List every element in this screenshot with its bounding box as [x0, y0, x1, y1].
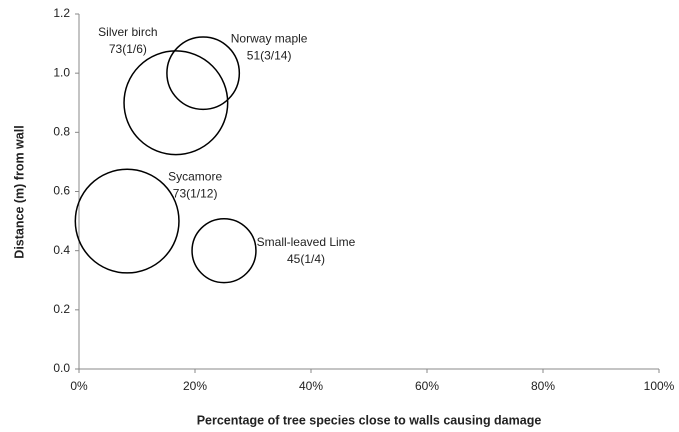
bubble	[166, 36, 241, 111]
y-tick-label: 0.2	[53, 302, 70, 316]
bubble-name: Sycamore	[168, 169, 222, 183]
y-tick-label: 0.0	[53, 361, 70, 375]
x-tick-label: 40%	[299, 379, 323, 393]
y-tick-label: 1.2	[53, 6, 70, 20]
x-tick-label: 0%	[70, 379, 88, 393]
bubble	[191, 217, 257, 284]
bubble	[74, 168, 180, 274]
x-tick-label: 80%	[531, 379, 555, 393]
y-tick-label: 0.4	[53, 243, 70, 257]
data-label: 73(1/6)	[109, 42, 147, 56]
data-label: 45(1/4)	[287, 252, 325, 266]
data-label: 73(1/12)	[173, 186, 218, 200]
y-tick-label: 0.8	[53, 125, 70, 139]
y-tick-label: 1.0	[53, 65, 70, 79]
bubble-name: Silver birch	[98, 25, 157, 39]
data-label: 51(3/14)	[247, 48, 292, 62]
x-tick-label: 20%	[183, 379, 207, 393]
bubble-name: Norway maple	[231, 31, 308, 45]
bubble	[123, 50, 229, 156]
y-axis-title: Distance (m) from wall	[12, 125, 26, 258]
bubble-name: Small-leaved Lime	[257, 235, 356, 249]
x-tick-label: 60%	[415, 379, 439, 393]
x-axis-title: Percentage of tree species close to wall…	[197, 413, 542, 427]
y-tick-label: 0.6	[53, 184, 70, 198]
x-tick-label: 100%	[644, 379, 675, 393]
